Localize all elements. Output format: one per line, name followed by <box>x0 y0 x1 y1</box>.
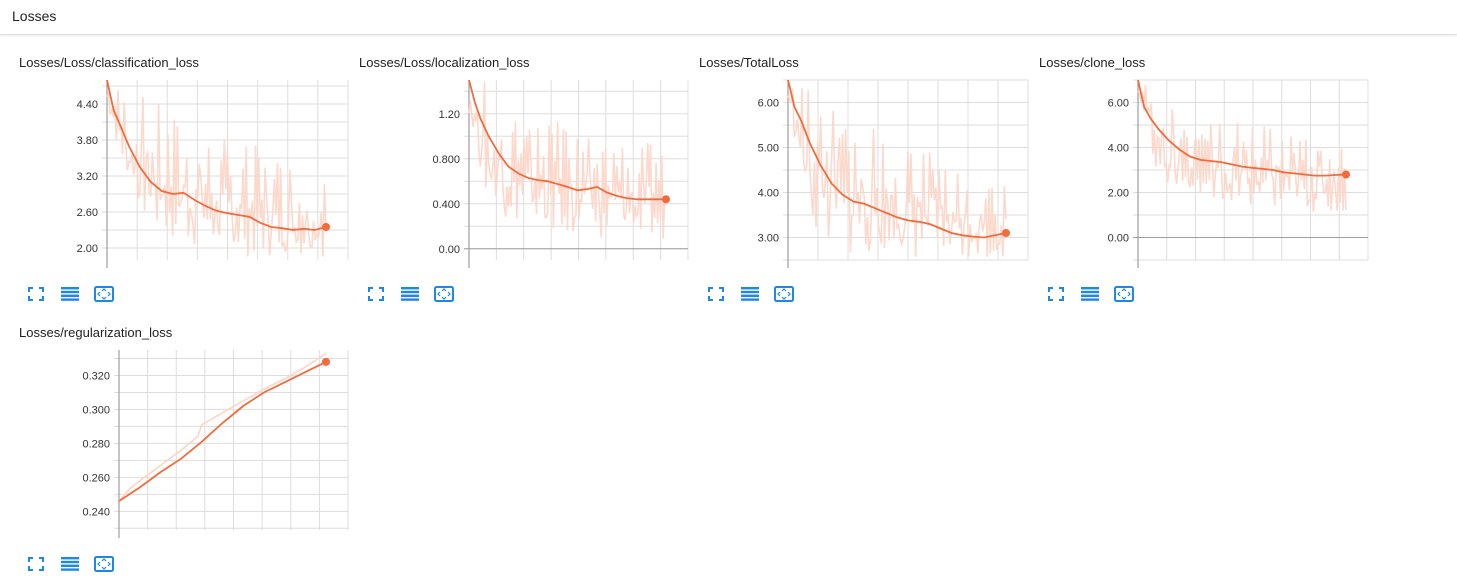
chart-plot-classification-loss[interactable]: 2.00 2.60 3.20 3.80 4.40 <box>0 73 360 269</box>
y-tick-label: 3.00 <box>758 233 779 245</box>
fit-domain-icon <box>434 285 454 307</box>
list-icon <box>741 286 759 306</box>
smoothed-series-line <box>106 80 327 231</box>
smoothed-series-line <box>1137 80 1347 177</box>
y-tick-label: 6.00 <box>758 98 779 110</box>
fit-domain-icon <box>94 285 114 307</box>
raw-series-line <box>118 352 327 502</box>
log-scale-button[interactable] <box>400 286 420 306</box>
fit-domain-button[interactable] <box>774 285 794 307</box>
section-header[interactable]: Losses <box>0 0 1457 35</box>
expand-button[interactable] <box>1046 286 1066 306</box>
chart-title: Losses/Loss/localization_loss <box>359 55 530 70</box>
y-tick-label: 0.240 <box>82 506 110 518</box>
expand-button[interactable] <box>706 286 726 306</box>
chart-buttons <box>366 285 454 307</box>
last-point-marker <box>322 223 330 231</box>
smoothed-series-line <box>118 361 327 502</box>
chart-card-classification-loss: Losses/Loss/classification_loss 2.00 2.60… <box>0 55 349 315</box>
y-tick-label: 4.00 <box>1108 143 1129 155</box>
smoothed-series-line <box>468 80 666 201</box>
chart-plot-clone-loss[interactable]: 0.00 2.00 4.00 6.00 <box>1020 73 1380 269</box>
fit-domain-icon <box>774 285 794 307</box>
expand-icon <box>28 286 44 306</box>
expand-button[interactable] <box>26 286 46 306</box>
list-icon <box>1081 286 1099 306</box>
grid <box>114 350 349 530</box>
chart-plot-regularization-loss[interactable]: 0.240 0.260 0.280 0.300 0.320 <box>0 343 360 539</box>
list-icon <box>401 286 419 306</box>
chart-plot-total-loss[interactable]: 3.00 4.00 5.00 6.00 <box>680 73 1040 269</box>
fit-domain-button[interactable] <box>94 555 114 577</box>
raw-series-line <box>468 81 667 239</box>
y-tick-label: 0.300 <box>82 404 110 416</box>
section-title: Losses <box>12 8 57 24</box>
y-tick-label: 3.20 <box>77 171 98 183</box>
log-scale-button[interactable] <box>1080 286 1100 306</box>
chart-title: Losses/regularization_loss <box>19 325 173 340</box>
y-tick-label: 0.800 <box>432 154 460 166</box>
chart-plot-localization-loss[interactable]: 0.00 0.400 0.800 1.20 <box>340 73 700 269</box>
y-tick-label: 0.00 <box>439 244 460 256</box>
y-tick-label: 1.20 <box>439 109 460 121</box>
y-tick-label: 3.80 <box>77 135 98 147</box>
log-scale-button[interactable] <box>60 556 80 576</box>
last-point-marker <box>1002 229 1010 237</box>
chart-buttons <box>1046 285 1134 307</box>
raw-series-line <box>106 90 327 257</box>
last-point-marker <box>322 357 330 366</box>
log-scale-button[interactable] <box>740 286 760 306</box>
y-tick-label: 5.00 <box>758 143 779 155</box>
chart-card-regularization-loss: Losses/regularization_loss 0.240 0.260 0.2… <box>0 325 349 582</box>
y-tick-label: 2.00 <box>1108 188 1129 200</box>
chart-title: Losses/Loss/classification_loss <box>19 55 199 70</box>
chart-buttons <box>706 285 794 307</box>
expand-icon <box>368 286 384 306</box>
y-tick-label: 0.00 <box>1108 233 1129 245</box>
fit-domain-icon <box>94 555 114 577</box>
chart-buttons <box>26 555 114 577</box>
chart-title: Losses/clone_loss <box>1039 55 1146 70</box>
y-tick-label: 4.40 <box>77 99 98 111</box>
expand-button[interactable] <box>366 286 386 306</box>
y-tick-label: 0.400 <box>432 199 460 211</box>
raw-series-line <box>1137 84 1347 212</box>
fit-domain-button[interactable] <box>434 285 454 307</box>
chart-card-total-loss: Losses/TotalLoss 3.00 4.00 5.00 6.00 <box>680 55 1029 315</box>
chart-card-localization-loss: Losses/Loss/localization_loss 0.00 0.400 0… <box>340 55 689 315</box>
y-tick-label: 2.60 <box>77 207 98 219</box>
expand-button[interactable] <box>26 556 46 576</box>
raw-series-line <box>787 88 1007 257</box>
list-icon <box>61 556 79 576</box>
y-tick-label: 0.320 <box>82 370 110 382</box>
list-icon <box>61 286 79 306</box>
y-tick-label: 6.00 <box>1108 98 1129 110</box>
y-tick-label: 4.00 <box>758 188 779 200</box>
expand-icon <box>1048 286 1064 306</box>
smoothed-series-line <box>787 80 1007 239</box>
expand-icon <box>28 556 44 576</box>
last-point-marker <box>1342 170 1350 179</box>
expand-icon <box>708 286 724 306</box>
y-tick-label: 0.260 <box>82 472 110 484</box>
chart-buttons <box>26 285 114 307</box>
fit-domain-icon <box>1114 285 1134 307</box>
last-point-marker <box>662 195 670 204</box>
fit-domain-button[interactable] <box>94 285 114 307</box>
chart-card-clone-loss: Losses/clone_loss 0.00 2.00 4.00 6.00 <box>1020 55 1369 315</box>
fit-domain-button[interactable] <box>1114 285 1134 307</box>
chart-title: Losses/TotalLoss <box>699 55 799 70</box>
y-tick-label: 2.00 <box>77 243 98 255</box>
log-scale-button[interactable] <box>60 286 80 306</box>
y-tick-label: 0.280 <box>82 438 110 450</box>
